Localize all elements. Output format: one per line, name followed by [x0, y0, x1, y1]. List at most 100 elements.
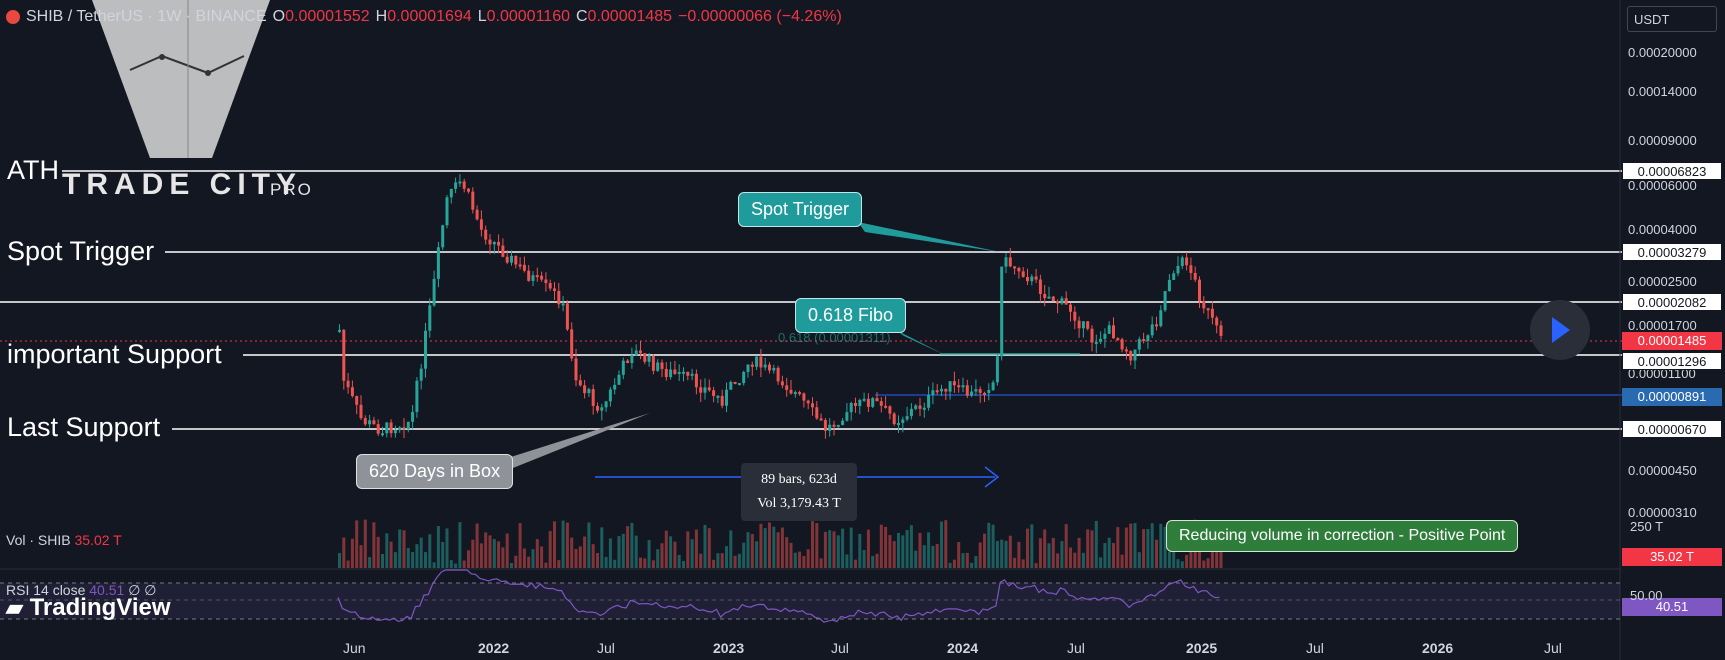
- candle-body[interactable]: [901, 419, 905, 424]
- candle-body[interactable]: [888, 406, 892, 414]
- ath-price-tag[interactable]: 0.00006823: [1622, 162, 1722, 180]
- candle-body[interactable]: [634, 350, 638, 356]
- rsi-legend[interactable]: RSI 14 close 40.51 ∅ ∅: [6, 582, 156, 599]
- candle-body[interactable]: [1116, 338, 1120, 341]
- candle-body[interactable]: [836, 424, 840, 427]
- candle-body[interactable]: [1133, 349, 1137, 361]
- candle-body[interactable]: [406, 421, 410, 430]
- candle-body[interactable]: [1172, 273, 1176, 280]
- candle-body[interactable]: [600, 407, 604, 411]
- candle-body[interactable]: [1060, 298, 1064, 304]
- candle-body[interactable]: [1215, 317, 1219, 326]
- candle-body[interactable]: [393, 430, 397, 434]
- candle-body[interactable]: [716, 395, 720, 398]
- candle-body[interactable]: [428, 305, 432, 331]
- candle-body[interactable]: [1051, 296, 1055, 302]
- candle-body[interactable]: [750, 364, 754, 367]
- candle-body[interactable]: [522, 264, 526, 271]
- candle-body[interactable]: [613, 384, 617, 390]
- candle-body[interactable]: [372, 420, 376, 425]
- candle-body[interactable]: [510, 255, 513, 263]
- candle-body[interactable]: [630, 355, 634, 364]
- candle-body[interactable]: [381, 433, 384, 436]
- candle-body[interactable]: [363, 418, 367, 425]
- candle-body[interactable]: [1150, 324, 1154, 336]
- currency-button[interactable]: USDT: [1627, 6, 1717, 32]
- candle-body[interactable]: [1008, 257, 1012, 267]
- candle-body[interactable]: [617, 374, 621, 385]
- candle-body[interactable]: [1120, 339, 1124, 350]
- candle-body[interactable]: [729, 381, 733, 390]
- candle-body[interactable]: [346, 380, 350, 388]
- candle-body[interactable]: [591, 389, 595, 406]
- candle-body[interactable]: [1000, 266, 1004, 357]
- candle-body[interactable]: [553, 288, 556, 291]
- candle-body[interactable]: [548, 283, 552, 289]
- candle-body[interactable]: [793, 392, 797, 395]
- candle-body[interactable]: [802, 393, 806, 401]
- candle-body[interactable]: [1086, 321, 1090, 329]
- candle-body[interactable]: [501, 245, 505, 257]
- replay-play-button[interactable]: [1530, 300, 1590, 360]
- candle-body[interactable]: [1073, 311, 1077, 321]
- candle-body[interactable]: [819, 418, 823, 421]
- candle-body[interactable]: [359, 404, 363, 419]
- candle-body[interactable]: [484, 229, 488, 240]
- candle-body[interactable]: [720, 395, 724, 406]
- candle-body[interactable]: [1219, 325, 1223, 336]
- candle-body[interactable]: [570, 329, 574, 359]
- candle-body[interactable]: [1107, 325, 1111, 334]
- tradingview-logo[interactable]: ▰ TradingView: [6, 594, 171, 622]
- candle-body[interactable]: [1159, 310, 1163, 327]
- candle-body[interactable]: [492, 241, 496, 245]
- candle-body[interactable]: [957, 385, 961, 388]
- candle-body[interactable]: [974, 389, 978, 392]
- candle-body[interactable]: [1064, 298, 1068, 305]
- candle-body[interactable]: [927, 394, 931, 408]
- candle-body[interactable]: [737, 383, 741, 386]
- important-support-price-tag[interactable]: 0.00001296: [1622, 352, 1722, 370]
- candle-body[interactable]: [518, 264, 522, 267]
- candle-body[interactable]: [879, 401, 883, 406]
- candle-body[interactable]: [811, 403, 814, 408]
- candle-body[interactable]: [604, 401, 608, 408]
- candle-body[interactable]: [479, 219, 483, 230]
- candle-body[interactable]: [1163, 291, 1167, 311]
- candle-body[interactable]: [944, 388, 948, 392]
- candle-body[interactable]: [772, 367, 776, 371]
- candle-body[interactable]: [1155, 324, 1158, 327]
- candle-body[interactable]: [565, 303, 569, 330]
- candle-body[interactable]: [823, 419, 827, 431]
- candlestick-series[interactable]: [338, 174, 1223, 439]
- candle-body[interactable]: [995, 356, 999, 383]
- candle-body[interactable]: [587, 389, 591, 394]
- candle-body[interactable]: [1090, 328, 1094, 343]
- candle-body[interactable]: [815, 407, 819, 419]
- mid-level-price-tag[interactable]: 0.00002082: [1622, 293, 1722, 311]
- candle-body[interactable]: [561, 303, 565, 306]
- candle-body[interactable]: [402, 427, 406, 430]
- candle-body[interactable]: [436, 247, 440, 279]
- candle-body[interactable]: [540, 275, 544, 280]
- candle-body[interactable]: [535, 275, 539, 278]
- candle-body[interactable]: [467, 188, 470, 192]
- candle-body[interactable]: [1094, 341, 1098, 344]
- symbol-header[interactable]: SHIB / TetherUS · 1W · BINANCE O0.000015…: [6, 8, 842, 26]
- candle-body[interactable]: [454, 182, 458, 189]
- candle-body[interactable]: [531, 275, 535, 281]
- candle-body[interactable]: [643, 353, 647, 362]
- candle-body[interactable]: [411, 411, 415, 422]
- candle-body[interactable]: [759, 356, 763, 368]
- candle-body[interactable]: [419, 368, 423, 381]
- candle-body[interactable]: [1056, 301, 1060, 304]
- candle-body[interactable]: [1004, 257, 1008, 267]
- candle-body[interactable]: [398, 427, 402, 431]
- candle-body[interactable]: [1124, 349, 1128, 352]
- candle-body[interactable]: [1193, 272, 1197, 280]
- current-price-tag[interactable]: 0.00001485: [1622, 332, 1722, 350]
- volume-legend[interactable]: Vol · SHIB 35.02 T: [6, 532, 122, 548]
- candle-body[interactable]: [948, 381, 952, 392]
- candle-body[interactable]: [338, 329, 341, 332]
- candle-body[interactable]: [1099, 338, 1103, 342]
